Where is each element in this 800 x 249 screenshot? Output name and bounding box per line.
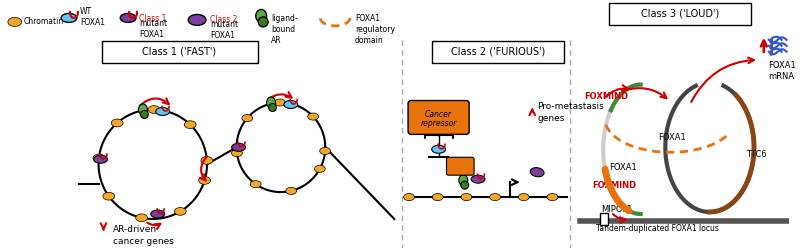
Ellipse shape [530,168,544,177]
Ellipse shape [547,193,558,201]
Ellipse shape [201,157,213,164]
Ellipse shape [8,17,22,26]
Ellipse shape [274,99,286,106]
Text: Class 3 ('LOUD'): Class 3 ('LOUD') [641,9,719,19]
FancyBboxPatch shape [432,41,564,63]
Text: FOXA1: FOXA1 [658,133,686,142]
Ellipse shape [111,119,123,127]
Ellipse shape [103,192,114,200]
Ellipse shape [471,175,485,183]
Bar [600,213,608,225]
Text: Chromatin: Chromatin [24,17,64,26]
Ellipse shape [120,13,136,22]
Text: Pro-metastasis
genes: Pro-metastasis genes [537,102,604,123]
Ellipse shape [286,187,297,194]
FancyBboxPatch shape [102,41,258,63]
Text: FOXA1
regulatory
domain: FOXA1 regulatory domain [355,14,395,45]
Ellipse shape [242,115,253,122]
Text: FOXMIND: FOXMIND [592,181,637,190]
Text: AR-driven
cancer genes: AR-driven cancer genes [114,226,174,246]
Ellipse shape [156,108,170,116]
Ellipse shape [188,14,206,25]
Ellipse shape [404,193,414,201]
Ellipse shape [250,181,261,188]
Text: MIPOL1: MIPOL1 [602,204,633,214]
Ellipse shape [61,13,77,22]
Ellipse shape [231,149,242,157]
Ellipse shape [308,113,318,120]
Ellipse shape [266,97,275,108]
Text: FOXMIND: FOXMIND [585,92,629,101]
Text: FOXA1: FOXA1 [609,163,637,172]
FancyBboxPatch shape [609,3,751,25]
Text: WT
FOXA1: WT FOXA1 [80,7,105,27]
Ellipse shape [138,104,147,115]
Ellipse shape [198,177,210,184]
Text: repressor: repressor [421,119,457,128]
Ellipse shape [151,210,165,218]
Ellipse shape [269,104,277,112]
Ellipse shape [314,165,326,172]
Ellipse shape [232,143,246,151]
FancyBboxPatch shape [408,101,469,134]
Ellipse shape [136,214,147,222]
Ellipse shape [174,207,186,215]
Ellipse shape [432,193,443,201]
Text: mutant
FOXA1: mutant FOXA1 [139,19,167,39]
Ellipse shape [461,181,469,189]
Ellipse shape [94,155,107,163]
Text: TTC6: TTC6 [746,150,766,159]
Text: Tandem-duplicated FOXA1 locus: Tandem-duplicated FOXA1 locus [596,224,719,233]
Text: FOXA1
mRNA: FOXA1 mRNA [768,61,795,81]
Ellipse shape [461,193,472,201]
Text: mutant
FOXA1: mutant FOXA1 [210,20,238,40]
Ellipse shape [93,154,105,162]
Ellipse shape [320,147,330,154]
Text: Class 2: Class 2 [210,15,238,24]
Ellipse shape [256,9,266,22]
Ellipse shape [258,17,268,27]
FancyBboxPatch shape [446,157,474,175]
Ellipse shape [141,111,148,119]
Text: Cancer: Cancer [425,110,452,119]
Ellipse shape [490,193,501,201]
Text: Class 1: Class 1 [139,14,166,23]
Text: ligand-
bound
AR: ligand- bound AR [271,14,298,45]
Ellipse shape [459,175,468,186]
Ellipse shape [184,121,196,128]
Ellipse shape [284,101,298,109]
Text: Class 1 ('FAST'): Class 1 ('FAST') [142,47,217,57]
Ellipse shape [518,193,529,201]
Text: Class 2 ('FURIOUS'): Class 2 ('FURIOUS') [450,47,545,57]
Ellipse shape [432,145,446,153]
Ellipse shape [148,106,160,113]
